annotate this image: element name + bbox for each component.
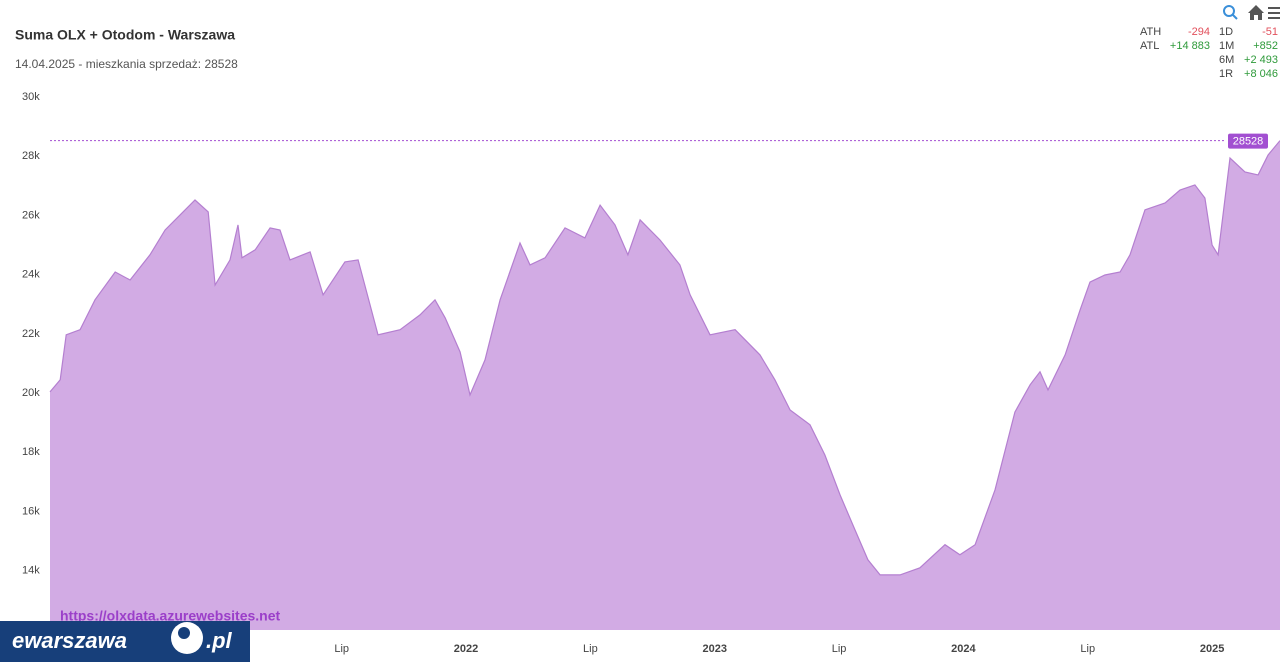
logo: ewarszawa .pl — [0, 621, 250, 662]
chart-subtitle: 14.04.2025 - mieszkania sprzedaż: 28528 — [15, 57, 238, 71]
stat-label: ATH — [1140, 26, 1161, 38]
y-tick-label: 24k — [22, 269, 40, 281]
stat-value: +852 — [1253, 40, 1278, 52]
area-line — [49, 140, 1280, 576]
stat-label: ATL — [1140, 40, 1159, 52]
x-tick-label: Lip — [832, 643, 847, 655]
x-tick-label: 2024 — [951, 643, 976, 655]
x-tick-label: 2022 — [454, 643, 478, 655]
x-tick-label: Lip — [583, 643, 598, 655]
x-tick-label: Lip — [1080, 643, 1095, 655]
y-tick-label: 22k — [22, 328, 40, 340]
x-tick-label: Lip — [334, 643, 349, 655]
home-icon[interactable] — [1248, 5, 1264, 20]
stat-value: +8 046 — [1244, 68, 1278, 80]
y-tick-label: 20k — [22, 387, 40, 399]
logo-name: ewarszawa — [12, 628, 127, 653]
y-tick-label: 30k — [22, 91, 40, 103]
y-tick-label: 26k — [22, 209, 40, 221]
plot-area: 14k 16k 18k 20k 22k 24k 26k 28k 30k Lip 2022 Lip 202… — [22, 91, 1280, 655]
last-value-box — [1228, 133, 1268, 149]
logo-suffix: .pl — [206, 628, 233, 653]
stat-label: 1M — [1219, 40, 1234, 52]
y-tick-label: 16k — [22, 505, 40, 517]
toolbar — [1223, 5, 1280, 20]
y-tick-label: 14k — [22, 565, 40, 577]
stat-label: 6M — [1219, 54, 1234, 66]
area — [50, 140, 1280, 630]
zoom-icon[interactable] — [1223, 5, 1238, 20]
x-tick-label: 2023 — [702, 643, 726, 655]
menu-icon[interactable] — [1268, 7, 1280, 19]
x-tick-label: 2025 — [1200, 643, 1224, 655]
last-value-label: 28528 — [1233, 135, 1264, 147]
stat-value: +2 493 — [1244, 54, 1278, 66]
stat-value: -294 — [1188, 26, 1210, 38]
y-tick-label: 28k — [22, 150, 40, 162]
watermark: https://olxdata.azurewebsites.net — [60, 608, 280, 624]
stat-label: 1D — [1219, 26, 1233, 38]
stat-label: 1R — [1219, 68, 1233, 80]
stat-value: +14 883 — [1170, 40, 1210, 52]
chart-title: Suma OLX + Otodom - Warszawa — [15, 27, 235, 43]
stat-value: -51 — [1262, 26, 1278, 38]
y-tick-label: 18k — [22, 446, 40, 458]
